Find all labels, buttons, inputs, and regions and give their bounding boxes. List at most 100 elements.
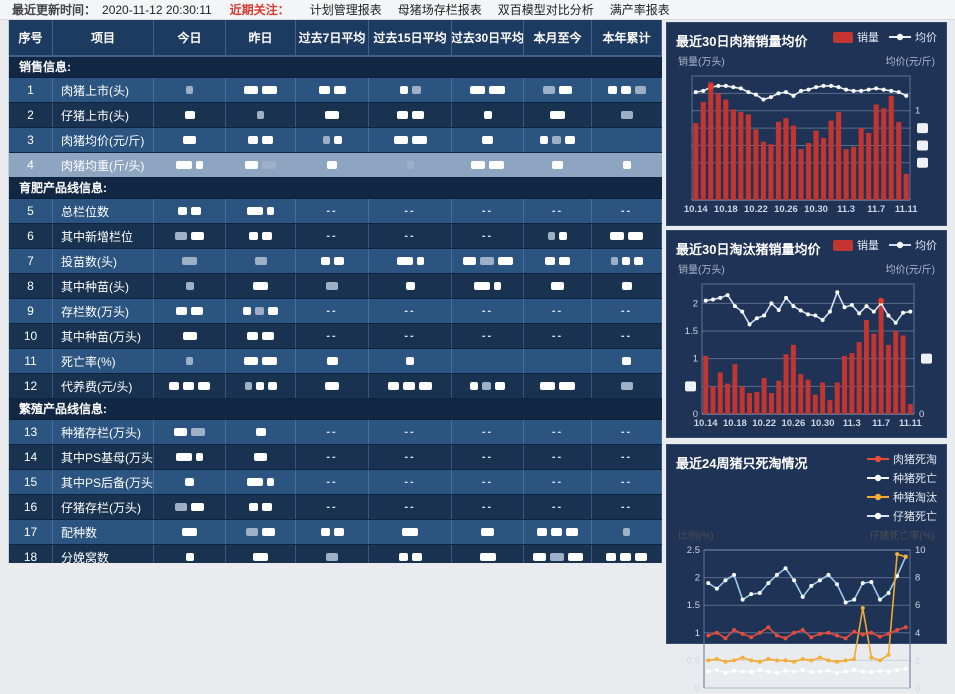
svg-text:2: 2: [915, 655, 920, 666]
row-number: 1: [9, 78, 53, 102]
legend-item-销量[interactable]: 销量: [833, 237, 879, 253]
empty-value-dashes: --: [404, 476, 416, 488]
empty-value-dashes: --: [481, 305, 494, 317]
empty-value-dashes: --: [326, 476, 338, 488]
table-row[interactable]: 9 存栏数(万头) -- -- -- -- --: [9, 299, 662, 324]
data-cell: --: [452, 299, 524, 323]
masked-value: [254, 257, 267, 265]
topbar-menu-item[interactable]: 母猪场存栏报表: [397, 3, 482, 17]
legend-item-肉猪死淘[interactable]: 肉猪死淘: [867, 451, 937, 467]
data-cell: [592, 274, 662, 298]
legend-label: 种猪淘汰: [893, 492, 937, 504]
table-row[interactable]: 3 肉猪均价(元/斤): [9, 128, 662, 153]
table-row[interactable]: 8 其中种苗(头): [9, 274, 662, 299]
row-item-label: 存栏数(万头): [53, 299, 154, 323]
legend-item-均价[interactable]: 均价: [889, 237, 937, 253]
svg-text:10.30: 10.30: [804, 204, 828, 215]
table-row[interactable]: 7 投苗数(头): [9, 249, 662, 274]
empty-value-dashes: --: [326, 426, 338, 438]
data-cell: --: [296, 324, 369, 348]
svg-text:10.22: 10.22: [744, 204, 768, 215]
masked-value: [254, 453, 267, 461]
empty-value-dashes: --: [620, 205, 633, 217]
legend-item-种猪淘汰[interactable]: 种猪淘汰: [867, 489, 937, 505]
table-row[interactable]: 12 代养费(元/头): [9, 374, 662, 399]
bar: [827, 400, 833, 414]
table-row[interactable]: 10 其中种苗(万头) -- -- -- -- --: [9, 324, 662, 349]
topbar-menu-item[interactable]: 计划管理报表: [309, 3, 382, 17]
masked-value: [262, 161, 276, 169]
table-row[interactable]: 6 其中新增栏位 -- -- --: [9, 224, 662, 249]
topbar-menu-item[interactable]: 满产率报表: [609, 3, 670, 17]
masked-value: [634, 86, 646, 94]
row-item-label: 代养费(元/头): [53, 374, 154, 398]
bar: [878, 300, 884, 414]
topbar-menu-item[interactable]: 双百模型对比分析: [497, 3, 594, 17]
data-cell: [226, 249, 296, 273]
legend-line-marker: [867, 493, 889, 501]
masked-value: [174, 428, 187, 436]
svg-text:10.18: 10.18: [723, 418, 747, 429]
bar: [715, 93, 721, 200]
data-cell: [226, 299, 296, 323]
legend-line-marker: [867, 455, 889, 463]
bar: [885, 344, 891, 414]
masked-value: [411, 136, 427, 144]
masked-value: [248, 136, 258, 144]
legend-label: 销量: [857, 240, 879, 252]
bar: [798, 374, 804, 414]
table-row[interactable]: 11 死亡率(%): [9, 349, 662, 374]
data-cell: [369, 349, 452, 373]
bar: [693, 123, 699, 200]
empty-value-dashes: --: [551, 476, 564, 488]
data-cell: [154, 199, 226, 223]
data-cell: [296, 128, 369, 152]
table-row[interactable]: 1 肉猪上市(头): [9, 78, 662, 103]
masked-value: [262, 86, 277, 94]
table-row[interactable]: 18 分娩窝数: [9, 545, 662, 563]
masked-value: [620, 111, 633, 119]
masked-value: [489, 86, 505, 94]
legend-item-均价[interactable]: 均价: [889, 29, 937, 45]
masked-value: [396, 257, 413, 265]
data-cell: [592, 153, 662, 177]
row-number: 8: [9, 274, 53, 298]
table-row[interactable]: 17 配种数: [9, 520, 662, 545]
data-cell: [592, 374, 662, 398]
masked-value: [186, 86, 193, 94]
masked-value: [620, 382, 633, 390]
masked-value: [620, 86, 631, 94]
empty-value-dashes: --: [551, 501, 564, 513]
table-row[interactable]: 4 肉猪均重(斤/头): [9, 153, 662, 178]
table-row[interactable]: 14 其中PS基母(万头) -- -- -- -- --: [9, 445, 662, 470]
table-row[interactable]: 2 仔猪上市(头): [9, 103, 662, 128]
data-cell: [154, 128, 226, 152]
table-row[interactable]: 16 仔猪存栏(万头) -- -- -- -- --: [9, 495, 662, 520]
section-header-row: 繁殖产品线信息:: [9, 399, 662, 420]
data-cell: [524, 249, 592, 273]
masked-value: [333, 528, 344, 536]
data-cell: --: [452, 224, 524, 248]
table-row[interactable]: 15 其中PS后备(万头) -- -- -- -- --: [9, 470, 662, 495]
masked-value: [191, 307, 203, 315]
legend-label: 均价: [915, 32, 937, 44]
bar: [871, 333, 877, 414]
data-cell: [154, 224, 226, 248]
data-cell: [226, 520, 296, 544]
svg-text:1: 1: [693, 354, 698, 365]
data-cell: --: [592, 199, 662, 223]
masked-value: [396, 111, 408, 119]
legend-item-仔猪死亡[interactable]: 仔猪死亡: [867, 508, 937, 524]
data-cell: --: [452, 445, 524, 469]
legend-item-销量[interactable]: 销量: [833, 29, 879, 45]
masked-value: [470, 382, 478, 390]
masked-value: [470, 86, 485, 94]
table-row[interactable]: 5 总栏位数 -- -- -- -- --: [9, 199, 662, 224]
legend-item-种猪死亡[interactable]: 种猪死亡: [867, 470, 937, 486]
svg-text:10.22: 10.22: [752, 418, 776, 429]
empty-value-dashes: --: [481, 330, 494, 342]
empty-value-dashes: --: [620, 501, 633, 513]
table-row[interactable]: 13 种猪存栏(万头) -- -- -- -- --: [9, 420, 662, 445]
row-number: 18: [9, 545, 53, 563]
legend-label: 销量: [857, 32, 879, 44]
